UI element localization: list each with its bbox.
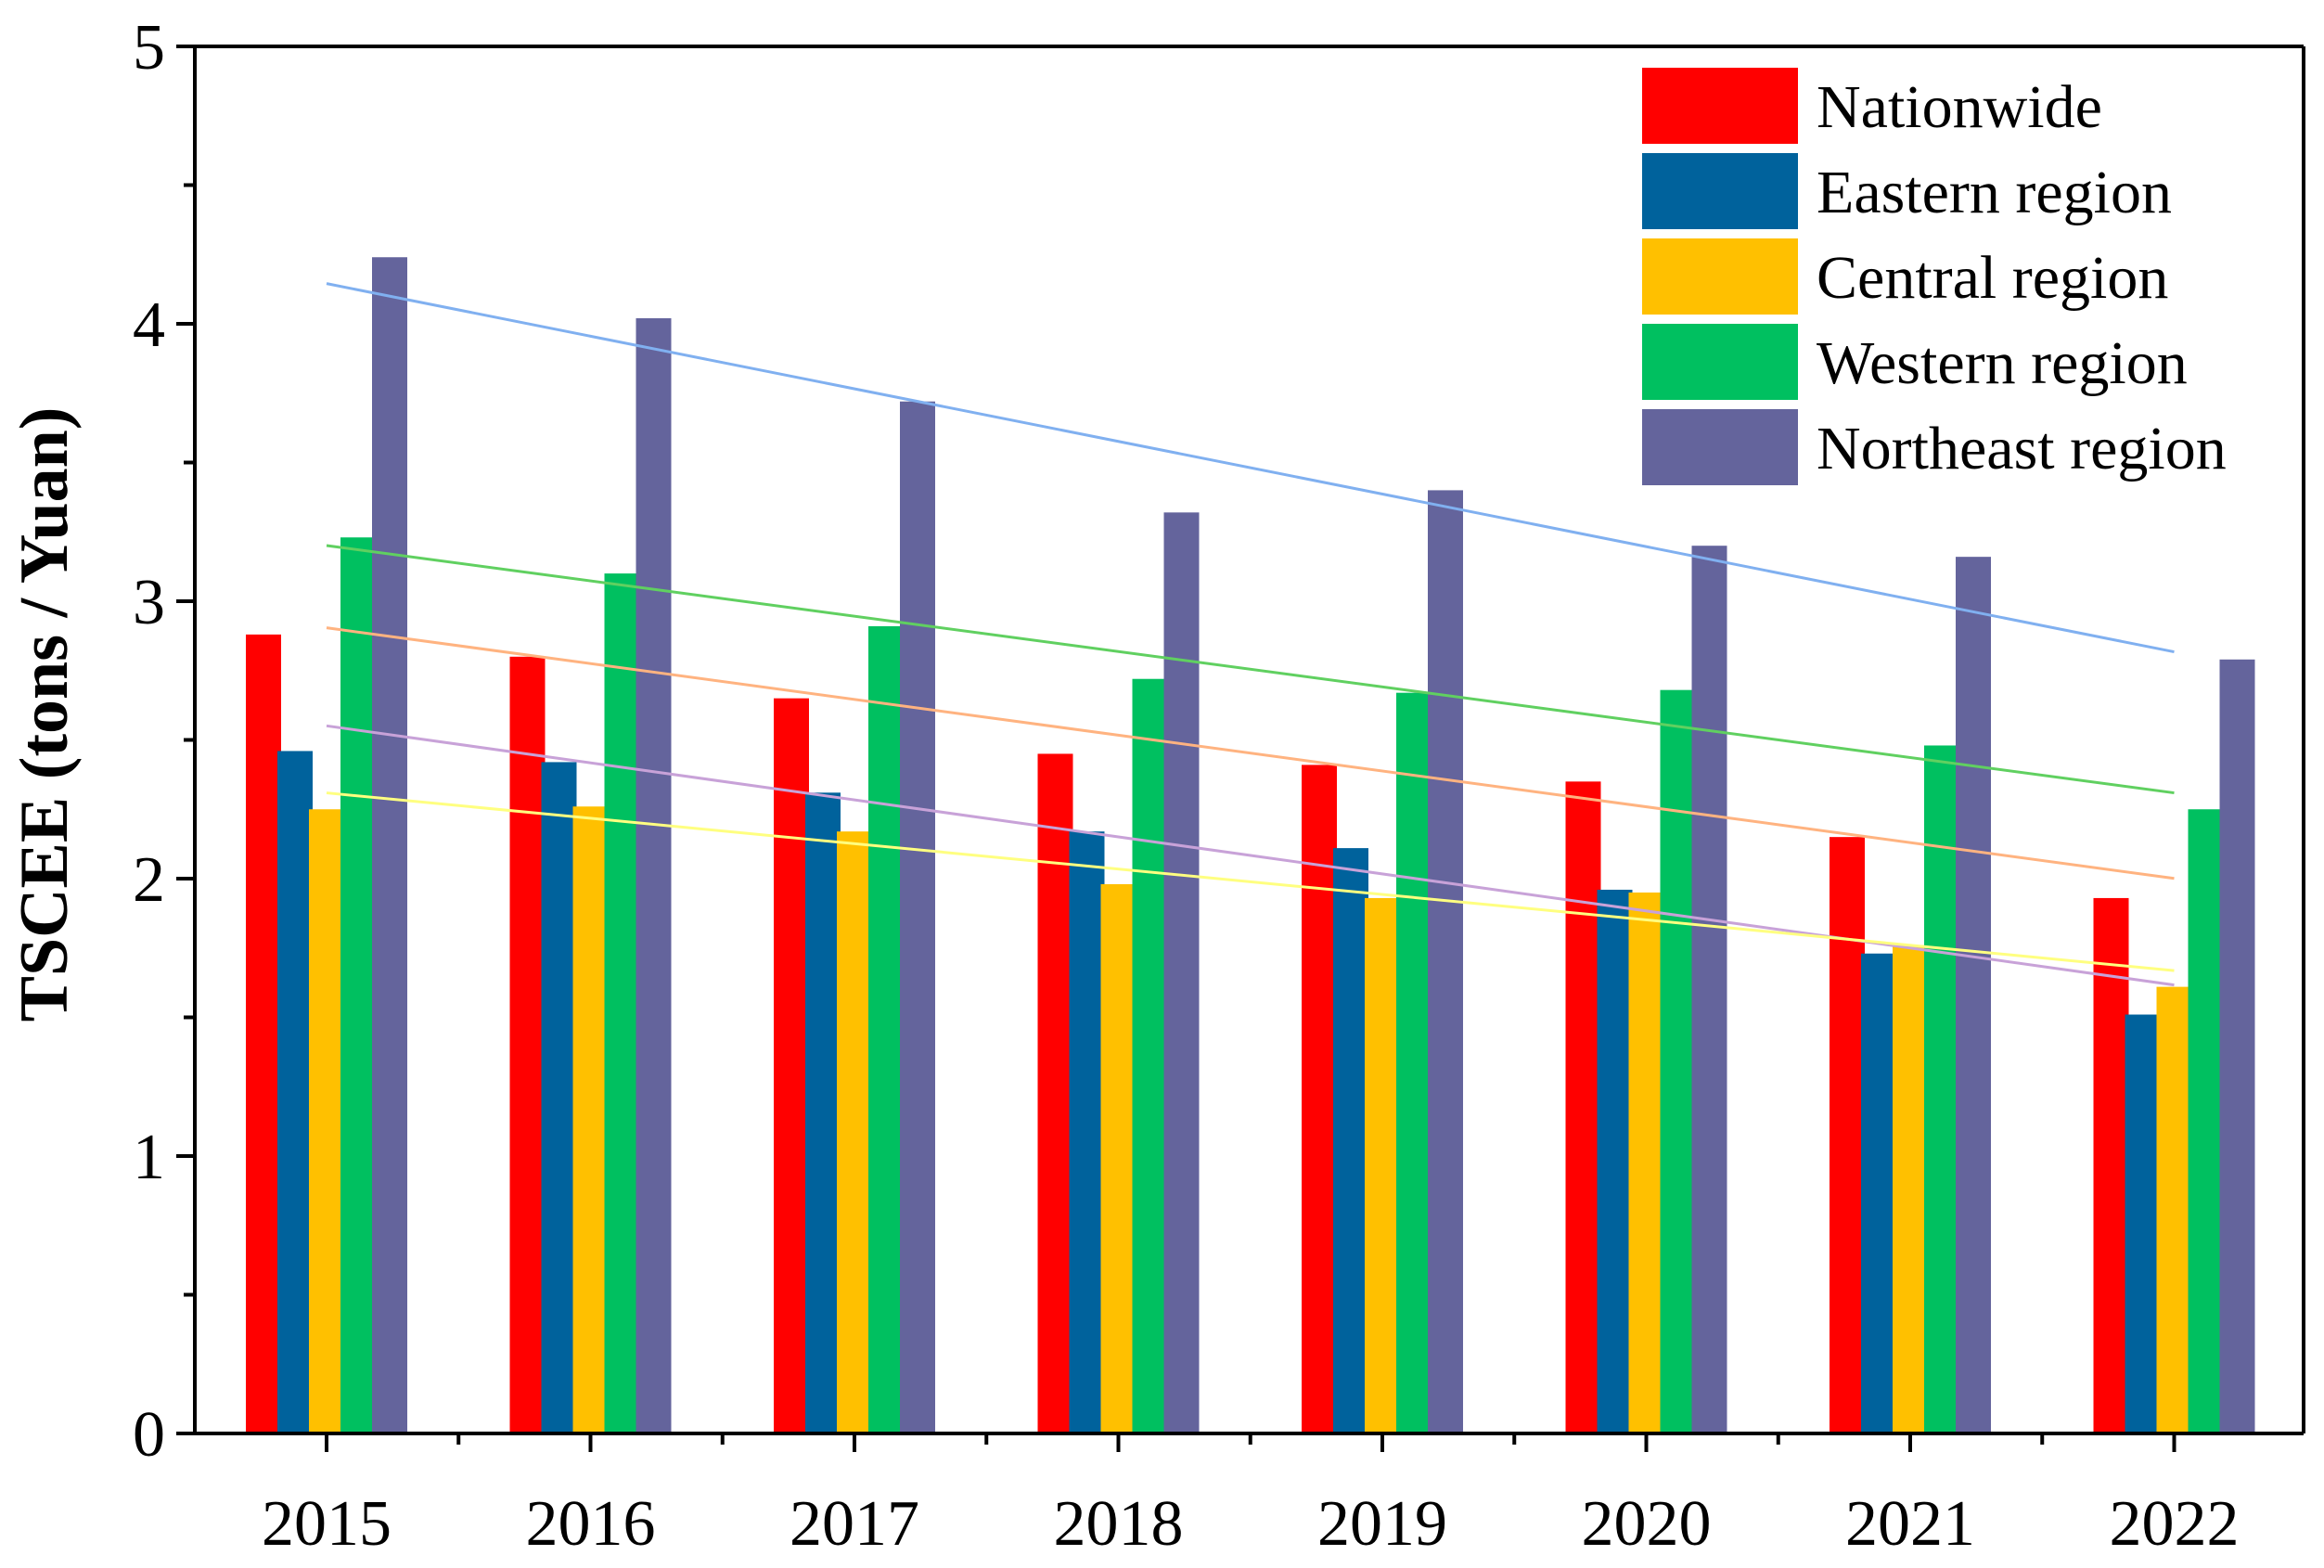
- bar-western-region-2015: [340, 537, 376, 1433]
- bar-eastern-region-2021: [1861, 953, 1896, 1433]
- bar-northeast-region-2022: [2219, 659, 2255, 1433]
- x-tick-label-2018: 2018: [1054, 1488, 1184, 1560]
- legend-swatch-central-region: [1642, 238, 1798, 315]
- legend-label-western-region: Western region: [1817, 329, 2188, 397]
- bar-central-region-2016: [572, 806, 609, 1433]
- bar-northeast-region-2016: [636, 318, 672, 1433]
- bar-northeast-region-2019: [1428, 490, 1463, 1433]
- legend: Nationwide Eastern region Central region We…: [1642, 68, 2227, 485]
- bar-northeast-region-2021: [1956, 557, 1991, 1433]
- y-tick-label: 5: [133, 12, 165, 84]
- y-tick-label: 3: [133, 567, 165, 638]
- bar-central-region-2021: [1893, 945, 1928, 1433]
- bar-northeast-region-2018: [1163, 512, 1200, 1433]
- x-tick-label-2017: 2017: [790, 1488, 919, 1560]
- x-tick-label-2020: 2020: [1582, 1488, 1712, 1560]
- bar-western-region-2020: [1660, 689, 1696, 1433]
- trendlines-layer: [326, 282, 2175, 987]
- x-tick-label-2016: 2016: [526, 1488, 656, 1560]
- legend-label-eastern-region: Eastern region: [1817, 159, 2172, 226]
- x-tick-label-2015: 2015: [262, 1488, 392, 1560]
- legend-swatch-western-region: [1642, 324, 1798, 400]
- bar-central-region-2020: [1628, 892, 1664, 1433]
- bar-nationwide-2022: [2093, 897, 2129, 1433]
- legend-swatch-nationwide: [1642, 68, 1798, 144]
- bar-central-region-2018: [1100, 883, 1136, 1433]
- x-tick-label-2022: 2022: [2110, 1488, 2240, 1560]
- bar-western-region-2022: [2188, 809, 2224, 1433]
- bar-western-region-2019: [1396, 692, 1432, 1433]
- bar-nationwide-2016: [509, 656, 546, 1433]
- bar-western-region-2018: [1132, 678, 1168, 1433]
- bar-nationwide-2021: [1830, 837, 1865, 1433]
- legend-label-central-region: Central region: [1817, 244, 2168, 312]
- bar-eastern-region-2020: [1597, 889, 1633, 1433]
- bar-northeast-region-2020: [1691, 546, 1727, 1433]
- legend-swatch-northeast-region: [1642, 409, 1798, 485]
- bar-central-region-2022: [2156, 986, 2192, 1433]
- legend-swatch-eastern-region: [1642, 153, 1798, 229]
- bar-eastern-region-2022: [2125, 1014, 2161, 1433]
- bar-central-region-2017: [837, 831, 872, 1433]
- bar-nationwide-2018: [1037, 753, 1073, 1433]
- trendline-central-region: [326, 791, 2175, 972]
- bar-western-region-2021: [1924, 745, 1959, 1433]
- axes-layer: 0 1 2 3 4 5 2015 2016 2017 2018 2019 2020 2021 2022: [133, 12, 2305, 1560]
- bar-eastern-region-2016: [541, 762, 577, 1433]
- bar-nationwide-2015: [246, 634, 281, 1433]
- y-tick-label: 1: [133, 1122, 165, 1193]
- bar-eastern-region-2017: [805, 792, 841, 1433]
- bar-northeast-region-2015: [372, 257, 407, 1433]
- bar-eastern-region-2019: [1333, 848, 1368, 1433]
- bar-central-region-2015: [309, 809, 344, 1433]
- y-tick-label: 4: [133, 289, 165, 361]
- bar-nationwide-2019: [1302, 765, 1337, 1433]
- legend-label-nationwide: Nationwide: [1817, 73, 2102, 141]
- y-tick-label: 0: [133, 1399, 165, 1471]
- bar-eastern-region-2015: [277, 751, 313, 1433]
- y-axis-title: TSCEE (tons / Yuan): [6, 407, 83, 1022]
- legend-label-northeast-region: Northeast region: [1817, 415, 2227, 482]
- bar-nationwide-2017: [774, 698, 809, 1433]
- bar-northeast-region-2017: [900, 401, 935, 1434]
- bar-central-region-2019: [1365, 897, 1400, 1433]
- trendline-nationwide: [326, 626, 2175, 880]
- x-tick-label-2021: 2021: [1845, 1488, 1975, 1560]
- x-tick-label-2019: 2019: [1317, 1488, 1447, 1560]
- bar-eastern-region-2018: [1069, 831, 1105, 1433]
- bar-nationwide-2020: [1565, 781, 1601, 1433]
- bars-layer: [246, 257, 2255, 1434]
- bar-western-region-2017: [868, 625, 904, 1433]
- bar-western-region-2016: [604, 573, 640, 1433]
- y-tick-label: 2: [133, 844, 165, 916]
- trendline-northeast-region: [326, 282, 2175, 654]
- trendline-western-region: [326, 544, 2175, 795]
